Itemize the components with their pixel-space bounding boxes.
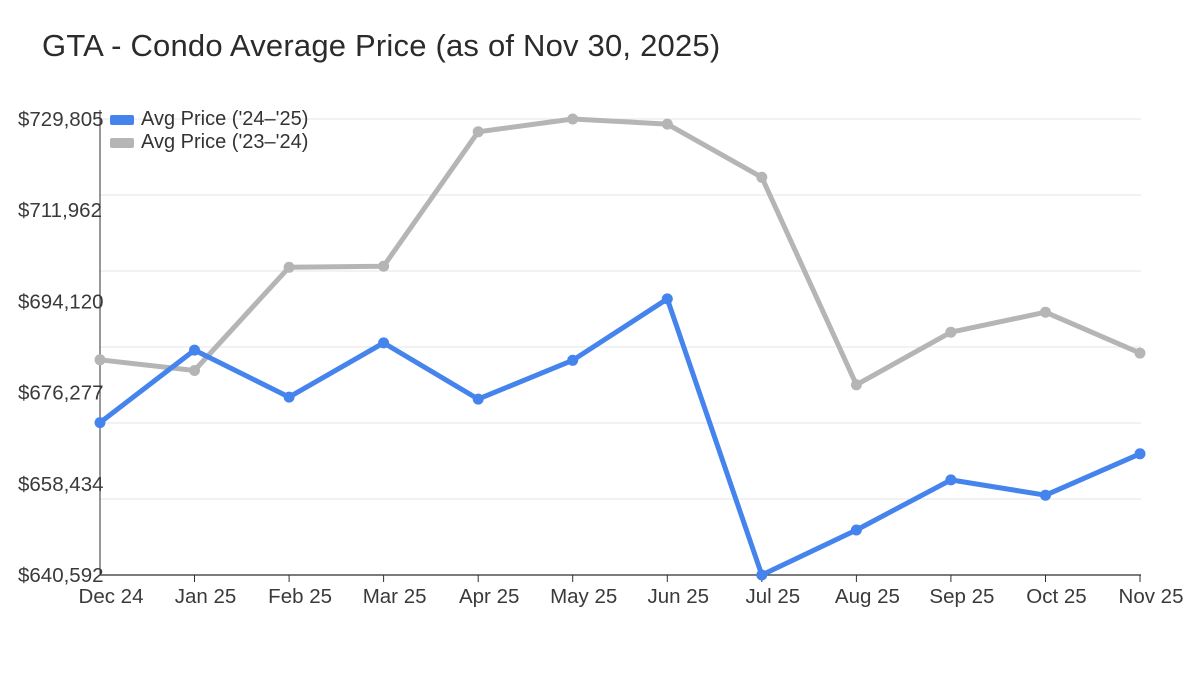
data-point[interactable] xyxy=(756,569,768,581)
data-point[interactable] xyxy=(472,393,484,405)
x-tick-label: Jan 25 xyxy=(175,585,237,608)
x-tick-label: Sep 25 xyxy=(929,585,994,608)
data-point[interactable] xyxy=(189,344,200,356)
data-point[interactable] xyxy=(378,337,390,349)
y-tick-label: $729,805 xyxy=(18,108,104,131)
data-point[interactable] xyxy=(567,354,579,366)
x-tick-label: May 25 xyxy=(550,585,617,608)
legend-item-avg-24-25[interactable]: Avg Price ('24–'25) xyxy=(110,108,308,131)
data-point[interactable] xyxy=(850,379,862,391)
y-tick-label: $676,277 xyxy=(18,382,104,405)
legend-label-avg-24-25: Avg Price ('24–'25) xyxy=(141,108,309,130)
data-point[interactable] xyxy=(1040,489,1051,501)
data-point[interactable] xyxy=(283,261,295,273)
x-tick-labels: Dec 24 Jan 25 Feb 25 Mar 25 Apr 25 May 25 Jun … xyxy=(79,585,1184,608)
data-point[interactable] xyxy=(567,113,579,125)
data-point[interactable] xyxy=(661,293,673,305)
y-tick-label: $658,434 xyxy=(18,473,104,496)
y-gridlines xyxy=(100,118,1141,500)
series-line xyxy=(97,116,1143,388)
chart-title: GTA - Condo Average Price (as of Nov 30,… xyxy=(42,28,721,63)
x-tick-label: Feb 25 xyxy=(268,585,332,608)
data-point[interactable] xyxy=(189,365,200,376)
y-tick-label: $694,120 xyxy=(18,290,104,313)
data-point[interactable] xyxy=(94,417,106,429)
legend-swatch-avg-23-24 xyxy=(110,137,134,148)
y-tick-label: $711,962 xyxy=(18,199,102,222)
x-tick-label: Jul 25 xyxy=(745,585,800,608)
y-tick-label: $640,592 xyxy=(18,564,104,587)
data-point[interactable] xyxy=(1134,347,1146,359)
data-point[interactable] xyxy=(94,354,106,366)
x-tick-label: Jun 25 xyxy=(648,585,710,608)
x-axis xyxy=(100,574,1141,582)
data-point[interactable] xyxy=(850,524,862,536)
x-tick-label: Mar 25 xyxy=(363,585,427,608)
series-line xyxy=(97,296,1143,578)
data-point[interactable] xyxy=(945,474,957,486)
data-point[interactable] xyxy=(1134,448,1146,460)
data-point[interactable] xyxy=(1040,306,1051,318)
series-avg-price-24-25 xyxy=(94,293,1146,581)
legend-label-avg-23-24: Avg Price ('23–'24) xyxy=(141,131,309,153)
x-tick-label: Aug 25 xyxy=(835,585,900,608)
data-point[interactable] xyxy=(661,118,673,130)
data-point[interactable] xyxy=(378,260,390,272)
x-tick-label: Oct 25 xyxy=(1026,585,1086,608)
data-point[interactable] xyxy=(472,126,484,138)
legend-item-avg-23-24[interactable]: Avg Price ('23–'24) xyxy=(110,131,308,154)
x-tick-label: Nov 25 xyxy=(1119,585,1184,608)
data-point[interactable] xyxy=(945,326,957,338)
x-tick-label: Dec 24 xyxy=(79,585,144,608)
legend-swatch-avg-24-25 xyxy=(110,114,134,125)
series-avg-price-23-24 xyxy=(94,113,1146,391)
data-point[interactable] xyxy=(283,391,295,403)
data-point[interactable] xyxy=(756,171,768,183)
chart-legend: Avg Price ('24–'25) Avg Price ('23–'24) xyxy=(110,108,308,154)
x-tick-label: Apr 25 xyxy=(459,585,519,608)
y-tick-labels: $640,592 $658,434 $676,277 $694,120 $711,962… xyxy=(18,108,104,587)
